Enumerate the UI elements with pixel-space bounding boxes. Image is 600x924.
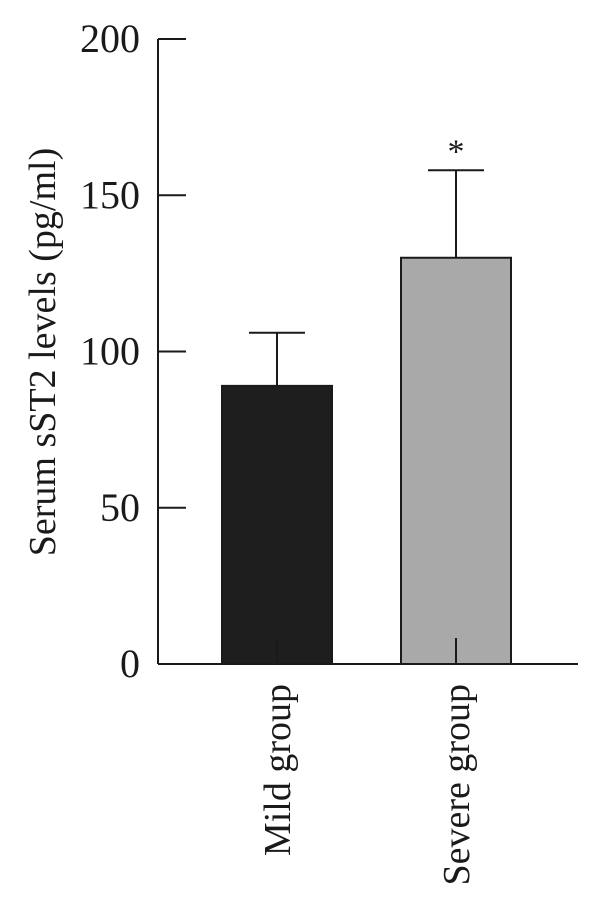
bar xyxy=(221,384,333,665)
y-axis-title: Serum sST2 levels (pg/ml) xyxy=(22,148,64,556)
y-tick-label: 150 xyxy=(80,172,140,217)
x-category-label: Mild group xyxy=(257,684,299,856)
y-tick-label: 0 xyxy=(120,641,140,686)
y-tick-label: 50 xyxy=(100,485,140,530)
bars: * xyxy=(221,133,512,665)
x-category-label: Severe group xyxy=(436,684,478,886)
y-axis-ticks: 0 50 100 150 200 xyxy=(80,16,186,686)
bar xyxy=(400,256,512,665)
y-tick-label: 100 xyxy=(80,329,140,374)
y-tick-label: 200 xyxy=(80,16,140,61)
significance-marker: * xyxy=(448,133,465,170)
x-axis-labels: Mild group Severe group xyxy=(257,684,478,886)
